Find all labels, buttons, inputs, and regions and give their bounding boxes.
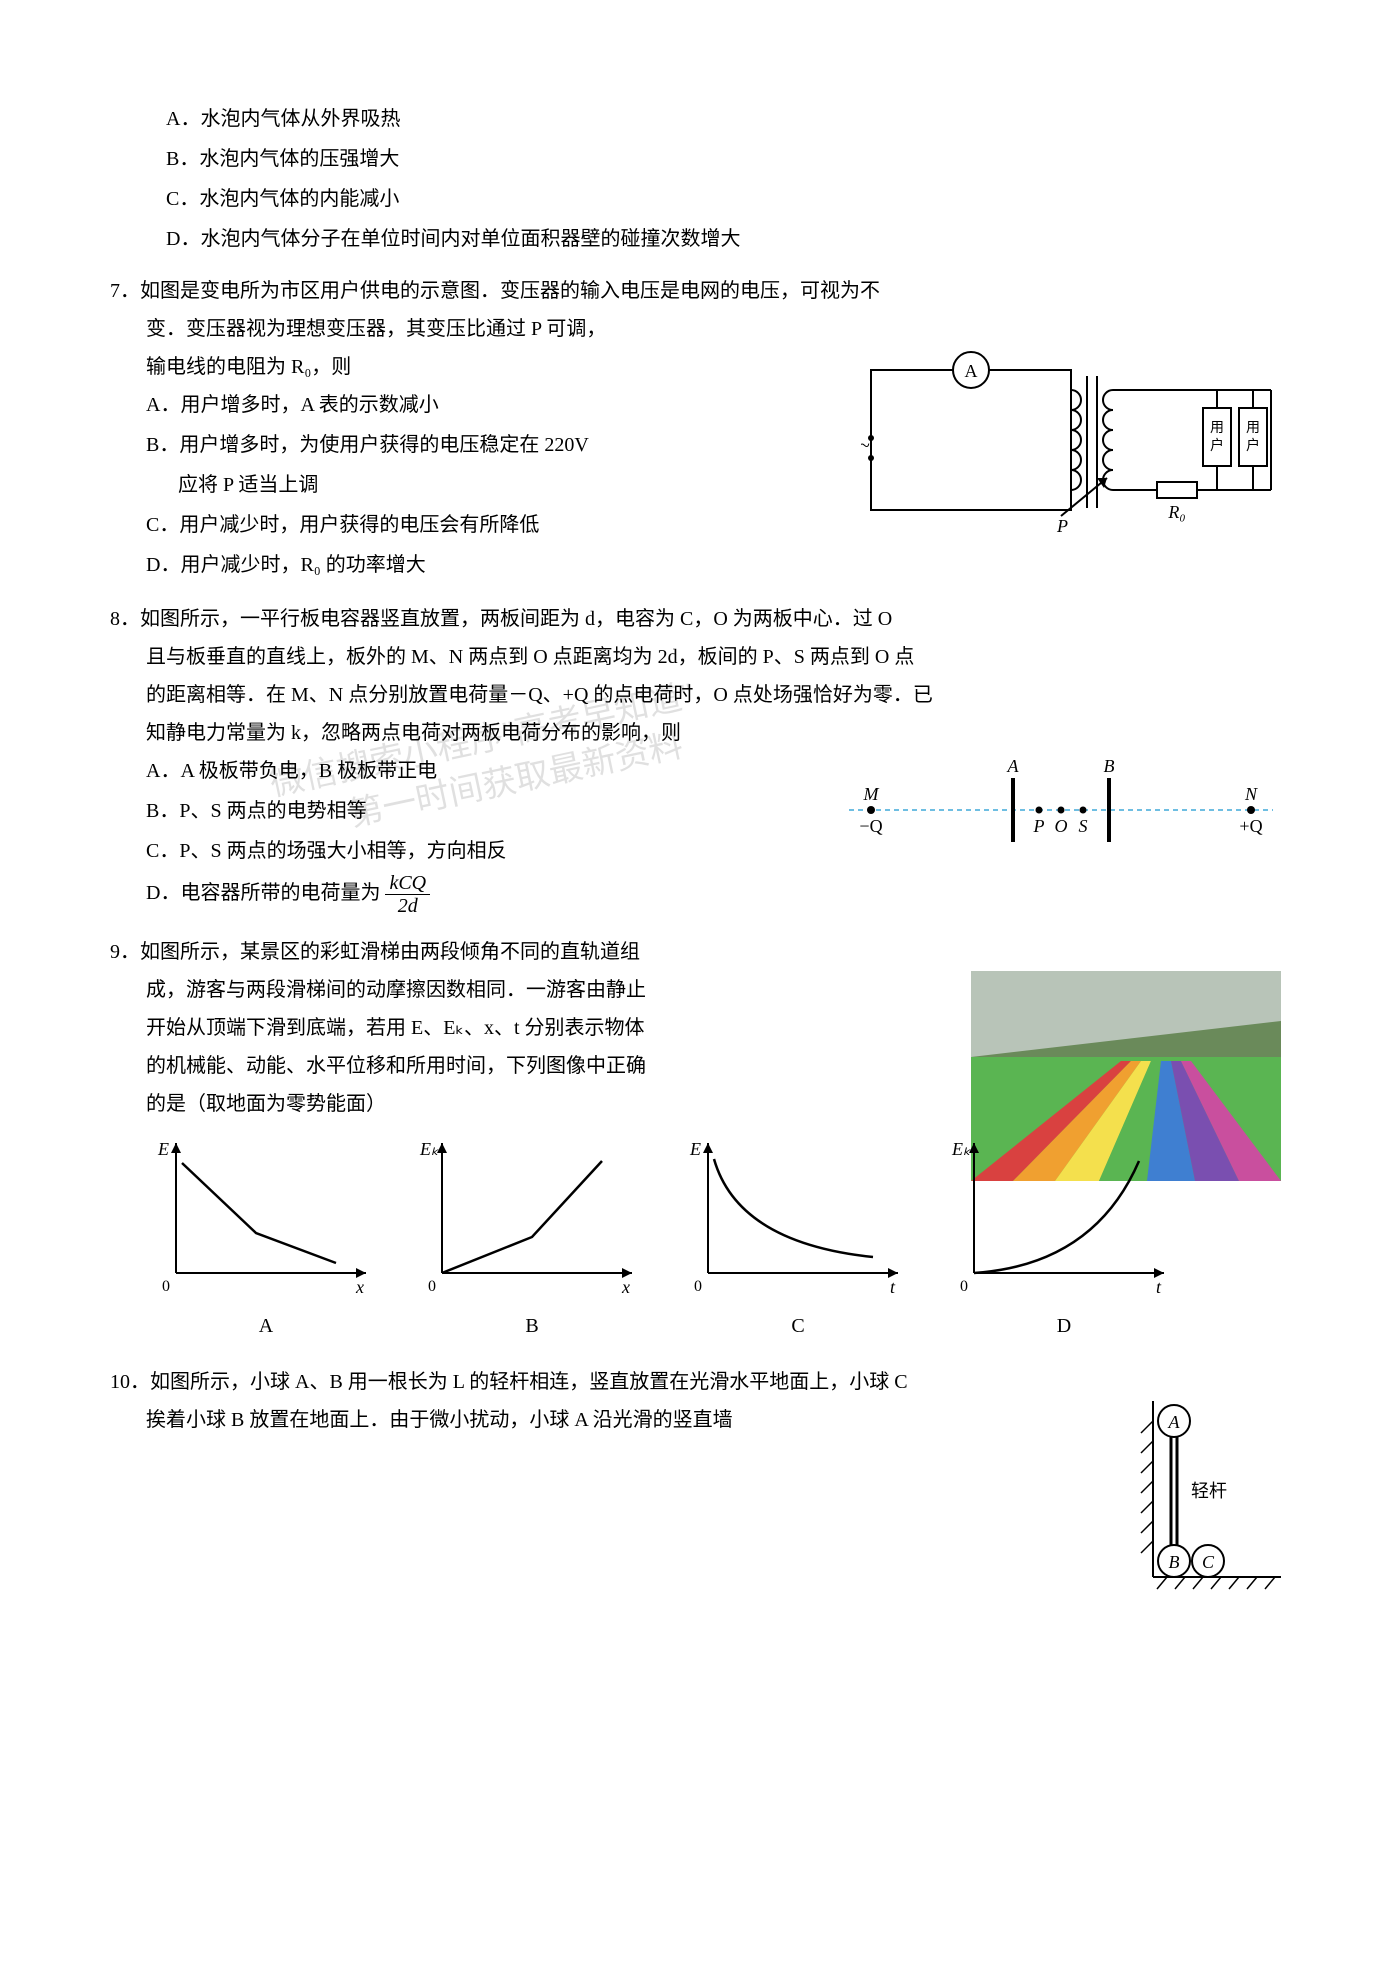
- rod-label: 轻杆: [1191, 1481, 1227, 1501]
- q8-stem: 如图所示，一平行板电容器竖直放置，两板间距为 d，电容为 C，O 为两板中心．过…: [140, 608, 892, 630]
- graph-C-xlabel: t: [890, 1277, 896, 1297]
- q6-option-A: A．水泡内气体从外界吸热: [166, 100, 1281, 138]
- user-label-1b: 户: [1210, 437, 1224, 454]
- q8-number: 8．: [110, 608, 140, 630]
- P-label: P: [1056, 516, 1068, 536]
- graph-D: Eₖ t 0 D: [944, 1133, 1184, 1345]
- balls-rod-svg: 轻杆 A B C: [1131, 1401, 1281, 1601]
- graph-C-ylabel: E: [689, 1139, 701, 1159]
- label-O: O: [1055, 816, 1068, 836]
- ammeter-label: A: [965, 361, 978, 381]
- graph-D-origin: 0: [960, 1278, 968, 1295]
- graph-D-ylabel: Eₖ: [951, 1139, 971, 1159]
- capacitor-diagram-svg: M −Q A B P O S N +Q: [841, 752, 1281, 862]
- user-label-2a: 用: [1246, 421, 1260, 436]
- graph-A-ylabel: E: [157, 1139, 169, 1159]
- q8-fraction: kCQ 2d: [385, 872, 430, 917]
- label-N: N: [1244, 784, 1258, 804]
- graph-C-label: C: [678, 1307, 918, 1345]
- transformer-circuit-svg: A ~ P: [861, 348, 1281, 538]
- q6-option-B: B．水泡内气体的压强增大: [166, 140, 1281, 178]
- user-label-2b: 户: [1246, 437, 1260, 454]
- user-label-1a: 用: [1210, 421, 1224, 436]
- label-P: P: [1033, 816, 1045, 836]
- q10-figure: 轻杆 A B C: [1131, 1401, 1281, 1601]
- ball-B-label: B: [1169, 1552, 1180, 1572]
- q7-stem: 如图是变电所为市区用户供电的示意图．变压器的输入电压是电网的电压，可视为不: [140, 280, 880, 302]
- graph-D-label: D: [944, 1307, 1184, 1345]
- graph-B-ylabel: Eₖ: [419, 1139, 439, 1159]
- label-mQ: −Q: [859, 816, 882, 836]
- q7-figure: A ~ P: [861, 348, 1281, 538]
- q8-body-1: 且与板垂直的直线上，板外的 M、N 两点到 O 点距离均为 2d，板间的 P、S…: [146, 638, 1281, 676]
- q6-option-D: D．水泡内气体分子在单位时间内对单位面积器壁的碰撞次数增大: [166, 220, 1281, 258]
- ac-source-tilde: ~: [861, 435, 870, 457]
- label-B: B: [1104, 756, 1115, 776]
- graph-B: Eₖ x 0 B: [412, 1133, 652, 1345]
- question-9: 9．如图所示，某景区的彩虹滑梯由两段倾角不同的直轨道组 成，游客与两段滑梯间的动…: [110, 933, 1281, 1349]
- q7-body-1: 变．变压器视为理想变压器，其变压比通过 P 可调，: [146, 310, 1281, 348]
- q8-body-3: 知静电力常量为 k，忽略两点电荷对两板电荷分布的影响，则: [146, 714, 1281, 752]
- q9-number: 9．: [110, 941, 140, 963]
- graph-B-origin: 0: [428, 1278, 436, 1295]
- q10-stem: 如图所示，小球 A、B 用一根长为 L 的轻杆相连，竖直放置在光滑水平地面上，小…: [150, 1371, 908, 1393]
- q8-frac-den: 2d: [385, 895, 430, 917]
- q6-options: A．水泡内气体从外界吸热 B．水泡内气体的压强增大 C．水泡内气体的内能减小 D…: [166, 100, 1281, 258]
- graph-B-xlabel: x: [621, 1277, 630, 1297]
- R0-label: R₀: [1167, 502, 1185, 522]
- q8-option-D: D．电容器所带的电荷量为 kCQ 2d: [146, 872, 1281, 917]
- label-pQ: +Q: [1239, 816, 1262, 836]
- q9-stem: 如图所示，某景区的彩虹滑梯由两段倾角不同的直轨道组: [140, 941, 640, 963]
- graph-B-label: B: [412, 1307, 652, 1345]
- q10-body-1: 挨着小球 B 放置在地面上．由于微小扰动，小球 A 沿光滑的竖直墙: [146, 1401, 1281, 1439]
- q10-number: 10．: [110, 1371, 150, 1393]
- graph-D-xlabel: t: [1156, 1277, 1162, 1297]
- ball-A-label: A: [1168, 1412, 1181, 1432]
- question-10: 10．如图所示，小球 A、B 用一根长为 L 的轻杆相连，竖直放置在光滑水平地面…: [110, 1363, 1281, 1601]
- label-S: S: [1079, 816, 1088, 836]
- ball-C-label: C: [1202, 1552, 1215, 1572]
- label-M: M: [863, 784, 880, 804]
- q8-figure: M −Q A B P O S N +Q: [841, 752, 1281, 862]
- q9-graphs: E x 0 A Eₖ x 0 B: [146, 1133, 957, 1345]
- q8-frac-num: kCQ: [385, 872, 430, 895]
- graph-C: E t 0 C: [678, 1133, 918, 1345]
- q8-option-D-pre: D．电容器所带的电荷量为: [146, 882, 380, 904]
- label-A: A: [1007, 756, 1020, 776]
- graph-A: E x 0 A: [146, 1133, 386, 1345]
- graph-C-origin: 0: [694, 1278, 702, 1295]
- graph-A-label: A: [146, 1307, 386, 1345]
- graph-A-xlabel: x: [355, 1277, 364, 1297]
- q6-option-C: C．水泡内气体的内能减小: [166, 180, 1281, 218]
- q7-number: 7．: [110, 280, 140, 302]
- q7-option-D: D．用户减少时，R₀ 的功率增大: [146, 546, 1281, 584]
- question-7: 7．如图是变电所为市区用户供电的示意图．变压器的输入电压是电网的电压，可视为不 …: [110, 272, 1281, 586]
- graph-A-origin: 0: [162, 1278, 170, 1295]
- question-8: 8．如图所示，一平行板电容器竖直放置，两板间距为 d，电容为 C，O 为两板中心…: [110, 600, 1281, 919]
- q8-body-2: 的距离相等．在 M、N 点分别放置电荷量－Q、+Q 的点电荷时，O 点处场强恰好…: [146, 676, 1281, 714]
